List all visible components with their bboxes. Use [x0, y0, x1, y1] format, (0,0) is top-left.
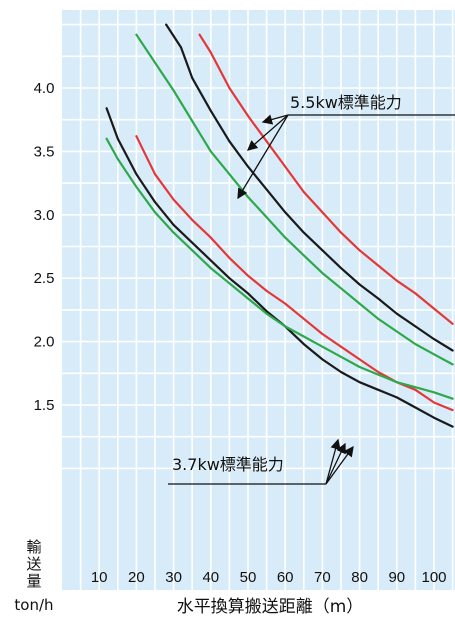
x-tick-label: 50 [240, 569, 257, 586]
arrow-5-5kw [261, 114, 289, 125]
arrow-3-7kw [325, 442, 346, 485]
y-tick-label: 3.0 [34, 207, 55, 224]
arrow-5-5kw [247, 114, 289, 151]
x-tick-label: 10 [91, 569, 108, 586]
x-tick-label: 70 [314, 569, 331, 586]
arrow-3-7kw [325, 445, 354, 485]
x-tick-label: 100 [421, 569, 446, 586]
x-tick-label: 60 [277, 569, 294, 586]
y-axis-label-char-3: 量 [26, 572, 41, 590]
y-tick-label: 1.5 [34, 397, 55, 414]
y-tick-label: 2.0 [34, 334, 55, 351]
y-tick-label: 3.5 [34, 143, 55, 160]
annotation-5-5kw: 5.5kw標準能力 [290, 93, 402, 112]
series-group [105, 23, 454, 428]
arrow-5-5kw [237, 114, 289, 200]
x-tick-labels: 10 20 30 40 50 60 70 80 90 100 [91, 569, 447, 586]
x-tick-label: 90 [388, 569, 405, 586]
x-axis-label: 水平換算搬送距離（m） [177, 597, 364, 617]
x-tick-label: 80 [351, 569, 368, 586]
series-line-5-5kw-black [165, 23, 454, 352]
annotation-3-7kw: 3.7kw標準能力 [172, 455, 284, 474]
series-line-5-5kw-green [135, 33, 454, 366]
y-axis-label-char-1: 輸 [26, 538, 41, 556]
annotation-arrows [168, 114, 455, 485]
x-tick-label: 20 [128, 569, 145, 586]
y-tick-label: 2.5 [34, 270, 55, 287]
x-tick-label: 30 [165, 569, 182, 586]
plot-area [62, 10, 455, 590]
y-tick-labels: 1.5 2.0 2.5 3.0 3.5 4.0 [34, 80, 55, 414]
y-axis-label-char-2: 送 [26, 555, 41, 573]
grid [62, 10, 455, 590]
y-axis-unit-label: ton/h [14, 596, 53, 614]
arrow-3-7kw [325, 438, 341, 485]
series-line-3-7kw-green [105, 137, 454, 400]
y-tick-label: 4.0 [34, 80, 55, 97]
series-line-5-5kw-red [198, 33, 454, 325]
x-tick-label: 40 [202, 569, 219, 586]
